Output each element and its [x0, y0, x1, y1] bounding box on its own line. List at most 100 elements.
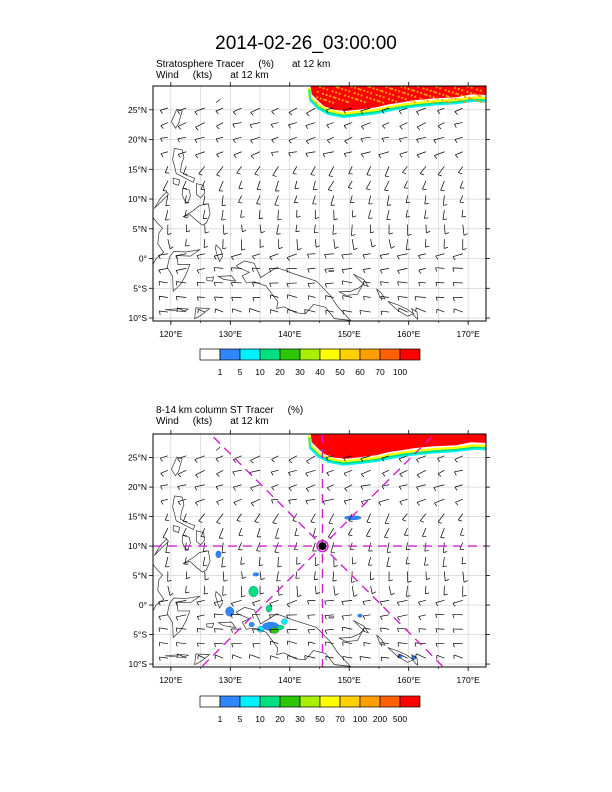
wind-vector: [348, 527, 353, 536]
colorbar-label: 200: [373, 714, 387, 724]
wind-vector: [422, 527, 427, 538]
colorbar-label: 10: [255, 714, 265, 724]
wind-vector: [231, 600, 242, 607]
wind-vector: [368, 542, 373, 552]
wind-vector: [332, 571, 337, 582]
wind-vector: [322, 498, 334, 505]
lon-tick-label: 130°E: [219, 329, 243, 339]
wind-vector: [304, 655, 316, 660]
coastline: [235, 260, 352, 321]
tracer-speckle: [382, 96, 385, 99]
wind-vector: [442, 209, 447, 221]
wind-vector: [252, 253, 261, 260]
tracer-speckle: [344, 89, 347, 92]
tracer-speckle: [453, 86, 457, 89]
wind-vector: [325, 295, 334, 300]
wind-vector: [380, 268, 390, 274]
colorbar-label: 1: [218, 367, 223, 377]
wind-vector: [162, 527, 169, 539]
wind-vector: [241, 224, 247, 233]
panel1-wind-title: Wind (kts) at 12 km: [156, 70, 269, 81]
coastline: [172, 148, 196, 183]
tracer-speckle: [368, 86, 372, 89]
wind-vector: [196, 600, 205, 606]
lon-tick-label: 150°E: [338, 675, 362, 685]
lat-tick-label: 20°N: [128, 135, 147, 145]
wind-vector: [165, 542, 170, 554]
wind-vector: [348, 166, 353, 175]
tracer-high-region: [310, 434, 486, 459]
wind-vector: [381, 136, 390, 143]
wind-vector: [366, 527, 371, 538]
tracer-speckle: [346, 100, 350, 104]
tracer-speckle: [382, 101, 385, 104]
tracer-blob: [276, 624, 285, 631]
tracer-speckle: [464, 95, 467, 98]
wind-vector: [351, 571, 356, 583]
wind-vector: [252, 628, 261, 634]
colorbar-label: 10: [255, 367, 265, 377]
wind-vector: [344, 484, 353, 492]
wind-vector: [407, 224, 412, 236]
wind-vector: [215, 455, 224, 463]
tracer-speckle: [379, 95, 382, 98]
wind-vector: [414, 296, 426, 301]
tracer-speckle: [378, 100, 381, 103]
wind-vector: [442, 542, 448, 553]
wind-vector: [292, 513, 298, 522]
tracer-speckle: [448, 90, 451, 93]
wind-vector: [296, 585, 302, 598]
wind-vector: [363, 627, 371, 632]
wind-vector: [398, 136, 408, 143]
tracer-speckle: [404, 97, 407, 101]
tracer-speckle: [434, 91, 438, 94]
colorbar-swatch: [399, 695, 421, 708]
wind-vector: [250, 107, 261, 116]
wind-vector: [175, 281, 187, 286]
wind-vector: [330, 195, 335, 206]
wind-vector: [415, 307, 427, 313]
wind-vector: [333, 585, 339, 596]
wind-vector: [332, 224, 337, 235]
tracer-speckle: [407, 87, 410, 91]
wind-vector: [306, 455, 316, 465]
wind-vector: [416, 136, 427, 143]
wind-vector: [443, 239, 448, 249]
wind-vector: [200, 180, 206, 191]
wind-vector: [326, 136, 334, 144]
lat-tick-label: 5°N: [133, 224, 147, 234]
wind-vector: [415, 653, 427, 659]
wind-vector: [158, 295, 168, 301]
tracer-speckle: [429, 89, 432, 92]
wind-vector: [363, 295, 371, 301]
wind-vector: [437, 455, 445, 462]
wind-vector: [343, 455, 353, 462]
wind-vector: [232, 122, 242, 128]
tracer-blob: [265, 604, 273, 613]
colorbar-swatch: [339, 348, 361, 361]
wind-vector: [399, 151, 408, 158]
wind-vector: [380, 310, 390, 316]
wind-vector: [198, 166, 206, 176]
wind-vector: [351, 556, 357, 565]
wind-vector: [213, 600, 224, 607]
tracer-speckle: [476, 99, 479, 102]
wind-vector: [369, 571, 375, 581]
wind-vector: [462, 224, 468, 236]
wind-vector: [274, 195, 279, 206]
wind-vector: [424, 542, 429, 552]
lon-tick-label: 170°E: [457, 329, 481, 339]
tracer-blob: [357, 613, 363, 618]
tracer-speckle: [341, 99, 344, 102]
tracer-speckle: [390, 87, 394, 91]
tracer-speckle: [398, 90, 401, 93]
wind-vector: [366, 180, 371, 190]
tracer-speckle: [422, 87, 425, 90]
wind-vector: [405, 542, 411, 551]
wind-vector: [362, 614, 371, 620]
wind-vector: [250, 498, 261, 507]
wind-vector: [341, 599, 353, 606]
wind-vector: [442, 195, 448, 206]
wind-vector: [310, 513, 316, 523]
wind-vector: [216, 151, 224, 158]
